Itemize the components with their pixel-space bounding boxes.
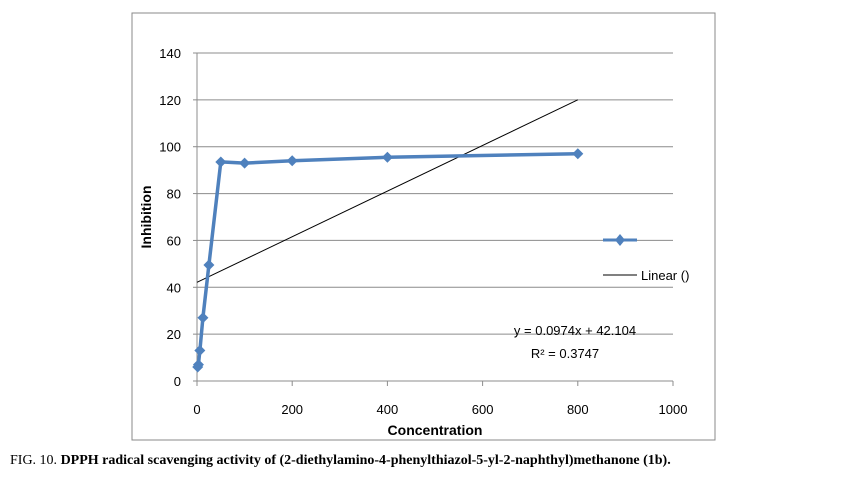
x-tick-label: 800 <box>567 402 589 417</box>
x-tick-label: 600 <box>472 402 494 417</box>
y-tick-label: 100 <box>159 140 181 155</box>
data-point <box>192 359 204 371</box>
trendline-r-squared: R² = 0.3747 <box>531 346 599 361</box>
y-tick-label: 0 <box>174 374 181 389</box>
x-tick-label: 400 <box>377 402 399 417</box>
x-tick-label: 0 <box>193 402 200 417</box>
y-tick-label: 140 <box>159 46 181 61</box>
data-point <box>194 345 206 357</box>
y-tick-label: 80 <box>167 187 181 202</box>
legend: Linear () <box>603 234 689 283</box>
data-point <box>197 312 209 324</box>
chart-frame <box>131 12 716 441</box>
gridlines <box>197 52 673 335</box>
y-tick-label: 20 <box>167 327 181 342</box>
y-axis-title: Inhibition <box>138 186 154 249</box>
chart: 0 20 40 60 80 100 120 140 0 200 400 600 800 1000 Inh… <box>131 12 716 441</box>
caption-prefix: FIG. 10. <box>10 453 58 468</box>
axes <box>193 52 674 386</box>
y-tick-label: 60 <box>167 233 181 248</box>
y-tick-labels: 0 20 40 60 80 100 120 140 <box>159 46 181 389</box>
legend-series-marker <box>615 234 625 246</box>
trendline-equation: y = 0.0974x + 42.104 <box>514 323 636 338</box>
series-line <box>196 151 578 368</box>
caption-title: DPPH radical scavenging activity of (2-d… <box>60 453 671 468</box>
data-point <box>203 259 215 271</box>
series-group <box>192 148 584 373</box>
figure-caption: FIG. 10. DPPH radical scavenging activit… <box>10 453 845 469</box>
x-tick-label: 200 <box>281 402 303 417</box>
trendline-group <box>196 99 579 283</box>
trendline <box>196 99 579 283</box>
data-point <box>239 157 251 169</box>
data-point <box>381 151 393 163</box>
data-point <box>286 155 298 167</box>
x-axis-title: Concentration <box>388 422 483 438</box>
y-tick-label: 120 <box>159 93 181 108</box>
data-point <box>572 148 584 160</box>
x-tick-label: 1000 <box>659 402 688 417</box>
y-tick-label: 40 <box>167 280 181 295</box>
x-tick-labels: 0 200 400 600 800 1000 <box>193 402 687 417</box>
legend-trendline-label: Linear () <box>641 268 689 283</box>
data-point <box>215 156 227 168</box>
